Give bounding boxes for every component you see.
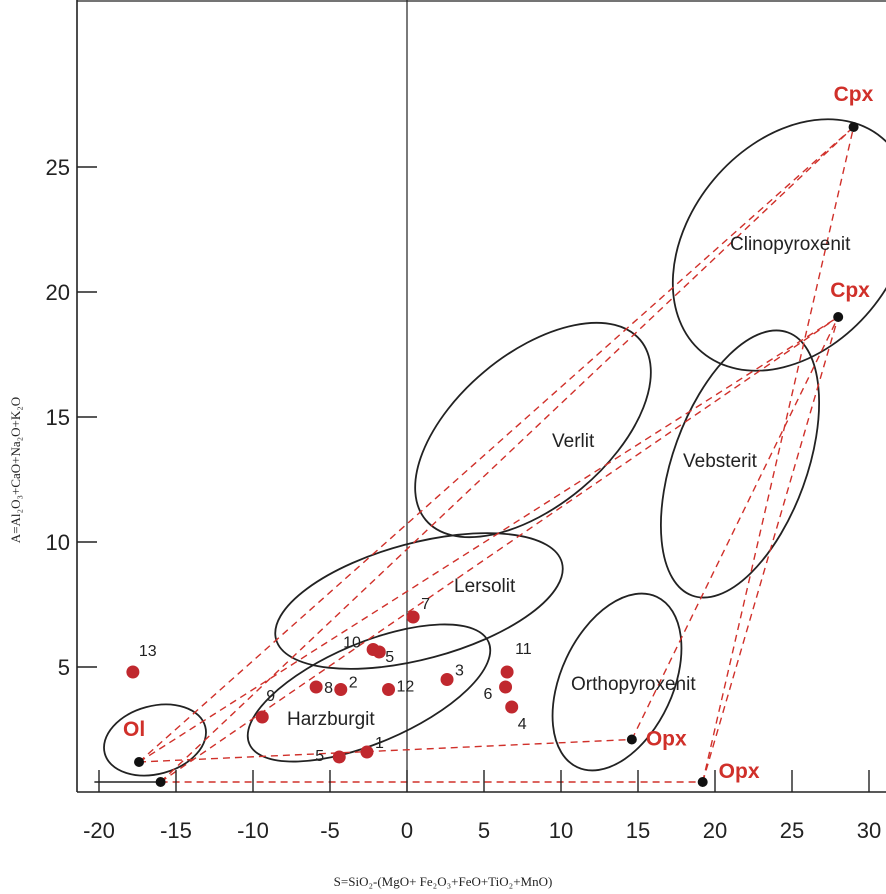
x-tick-label: -5 [320,818,340,843]
tie-line [160,126,855,783]
tie-line [631,316,839,740]
x-tick-label: 0 [401,818,413,843]
sample-point [440,673,454,686]
y-tick-label: 20 [46,280,70,305]
tie-lines [94,126,855,783]
sample-point [332,750,346,764]
sample-label: 9 [266,688,275,705]
tie-line [702,316,839,783]
tie-line [138,126,855,763]
x-tick-label: -20 [83,818,115,843]
sample-label: 2 [349,675,358,692]
y-axis-ticks: 5 10 15 20 25 [46,155,97,680]
y-axis-title: A=Al₂O₃+CaO+Na₂O+K₂O [8,397,23,543]
field-vebsterit [660,329,820,599]
y-tick-label: 5 [58,655,70,680]
field-label-harzburgit: Harzburgit [287,709,375,730]
x-tick-label: -10 [237,818,269,843]
field-label-verlit: Verlit [552,431,595,452]
endmember-label: Ol [123,718,145,741]
sample-label: 6 [484,686,493,703]
sample-point [126,665,140,679]
tie-line [160,316,839,783]
endmember-label: Opx [646,728,687,751]
sample-point [382,683,396,696]
endmember-point [134,757,145,767]
endmember-point [833,312,844,322]
field-label-vebsterit: Vebsterit [683,451,758,472]
sample-point [366,643,380,656]
sample-point [500,665,514,679]
x-tick-label: 5 [478,818,490,843]
sample-point [255,710,269,724]
tie-line [701,126,855,783]
x-tick-label: 10 [549,818,573,843]
field-label-clinopyroxenit: Clinopyroxenit [730,234,851,255]
field-ol [103,703,207,777]
field-clinopyroxenit [671,118,886,372]
sample-point [309,680,323,694]
sample-label: 5 [385,649,394,666]
endmember-point [697,777,708,787]
field-label-lersolit: Lersolit [454,576,516,597]
tie-line [139,738,632,763]
x-tick-label: -15 [160,818,192,843]
field-lersolit [274,532,564,670]
y-tick-label: 10 [46,530,70,555]
endmember-label: Cpx [834,83,874,106]
x-tick-label: 20 [703,818,727,843]
endmember-label: Cpx [830,279,870,302]
sample-point [499,680,513,694]
x-axis-ticks: -20 -15 -10 -5 0 5 10 15 20 25 30 [83,770,881,843]
endmember-point [155,777,166,787]
sample-point [505,700,519,714]
sample-label: 11 [515,641,532,658]
sample-point [360,745,374,759]
sample-label: 1 [375,735,384,752]
sample-point [334,683,348,696]
field-verlit [414,321,652,539]
classification-fields [103,118,886,777]
x-axis-title: S=SiO₂-(MgO+ Fe₂O₃+FeO+TiO₂+MnO) [334,874,553,889]
y-tick-label: 15 [46,405,70,430]
sample-label: 8 [324,680,333,697]
sample-label: 3 [455,663,464,680]
sample-label: 5 [315,748,324,765]
sample-point [406,610,420,624]
sample-label: 10 [343,635,361,652]
x-tick-label: 30 [857,818,881,843]
y-tick-label: 25 [46,155,70,180]
endmember-point [848,122,859,132]
endmember-points: Cpx Cpx Opx Opx Ol [123,83,874,787]
field-harzburgit [246,623,492,763]
field-label-orthopyroxenit: Orthopyroxenit [571,674,696,695]
sample-label: 7 [421,596,430,613]
field-orthopyroxenit [551,592,683,772]
sample-label: 13 [139,643,157,660]
sample-label: 4 [518,716,527,733]
sample-label: 12 [397,679,415,696]
x-tick-label: 15 [626,818,650,843]
x-tick-label: 25 [780,818,804,843]
endmember-point [626,734,637,745]
tie-line [138,316,839,763]
endmember-label: Opx [719,760,760,783]
